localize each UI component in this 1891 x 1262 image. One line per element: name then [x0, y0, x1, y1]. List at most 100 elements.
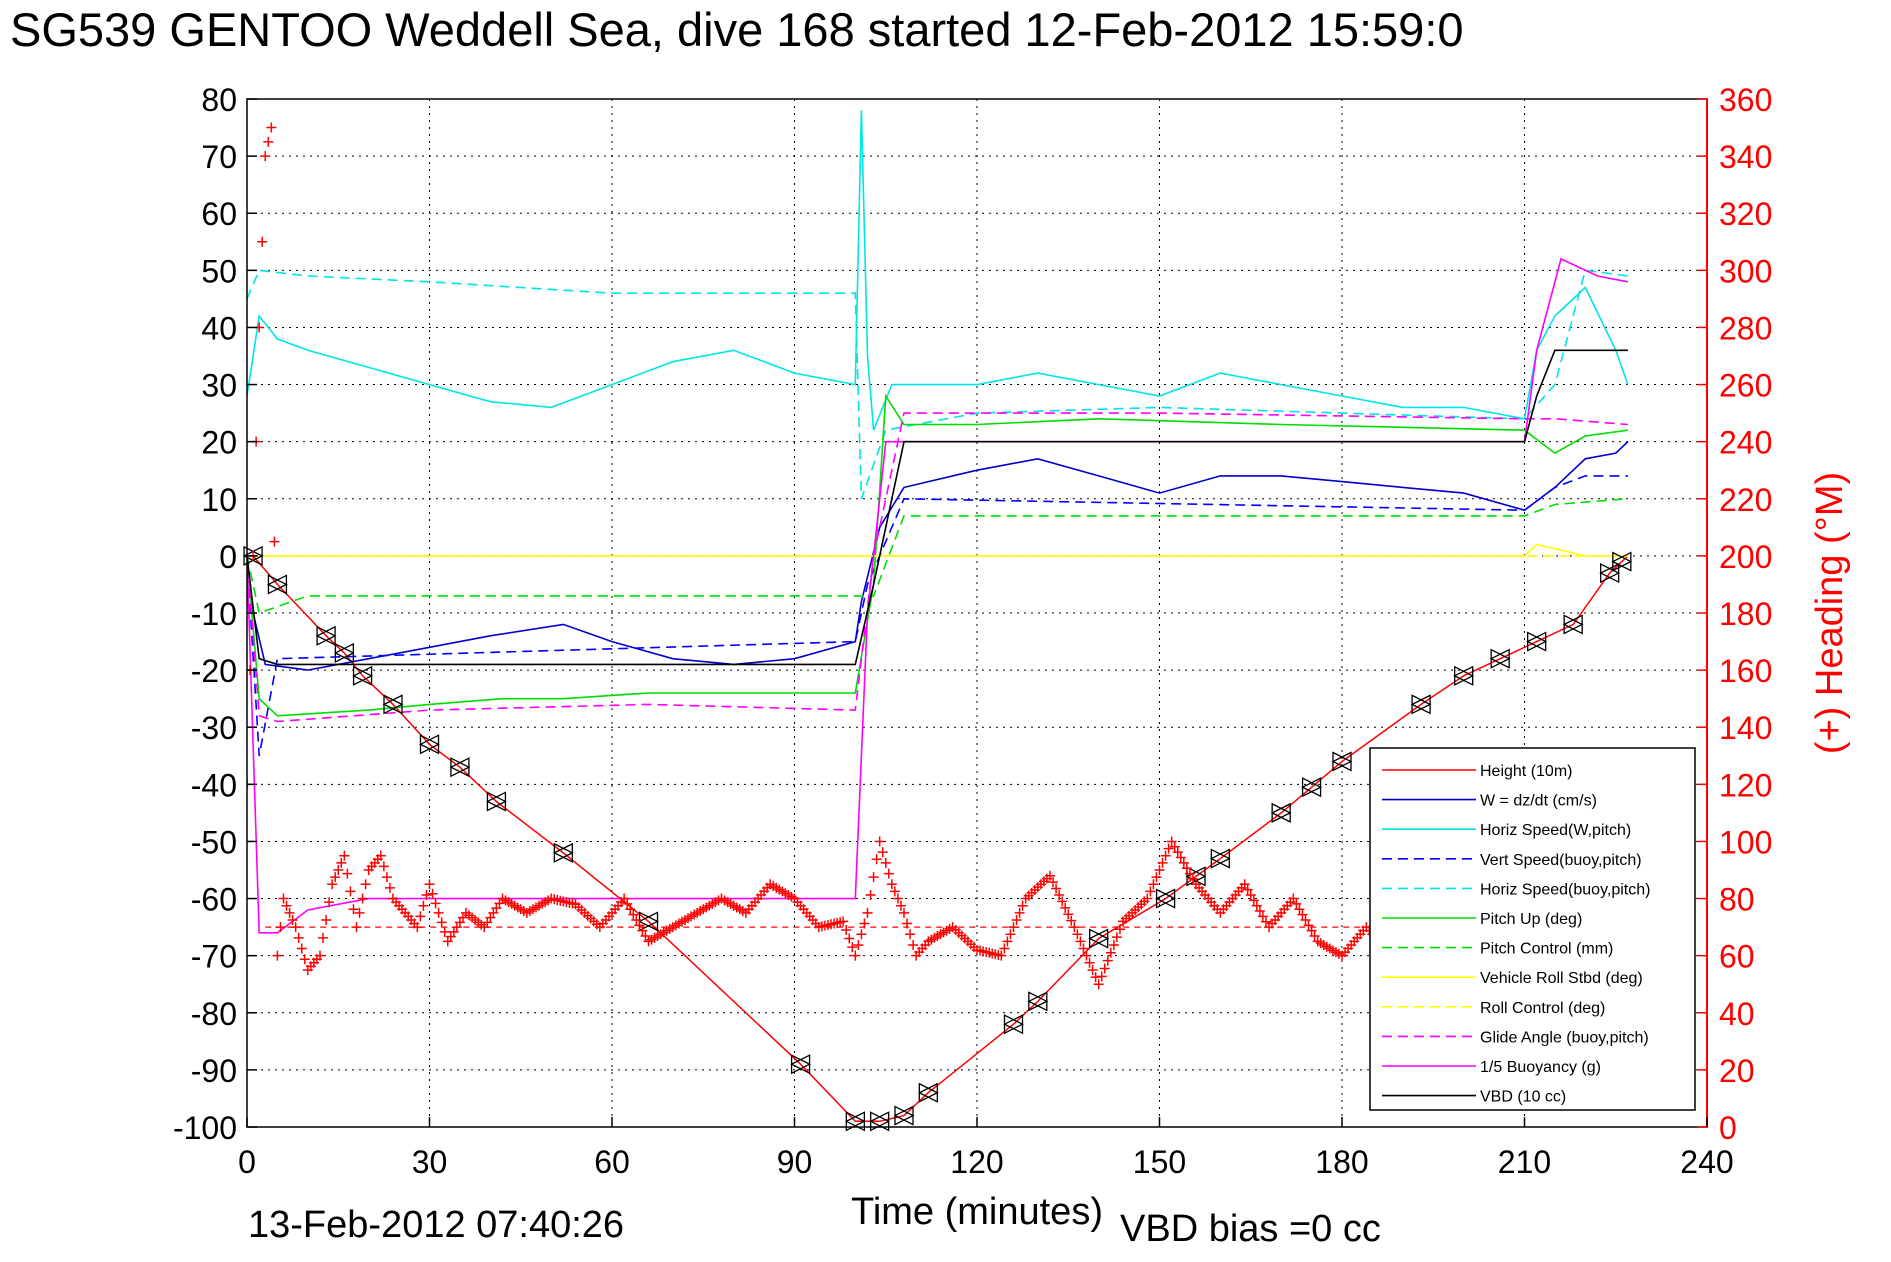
- heading-marker: [272, 950, 283, 961]
- heading-marker: [637, 925, 648, 936]
- heading-marker: [895, 900, 906, 911]
- heading-marker: [1291, 898, 1302, 909]
- height-marker-left: [1599, 562, 1620, 584]
- heading-marker: [883, 868, 894, 879]
- heading-marker: [1002, 936, 1013, 947]
- legend-label: VBD (10 cc): [1480, 1089, 1566, 1106]
- heading-marker: [384, 882, 395, 893]
- heading-marker: [339, 850, 350, 861]
- heading-marker: [1145, 886, 1156, 897]
- height-marker-left: [352, 665, 373, 686]
- heading-marker: [1060, 902, 1071, 913]
- legend-label: Vehicle Roll Stbd (deg): [1480, 970, 1643, 987]
- x-axis-label: Time (minutes): [851, 1191, 1103, 1233]
- heading-marker: [1102, 955, 1113, 966]
- y2-tick-label: 100: [1719, 824, 1772, 860]
- heading-marker: [378, 861, 389, 872]
- heading-marker: [1297, 909, 1308, 920]
- heading-marker: [357, 893, 368, 904]
- legend-label: Pitch Up (deg): [1480, 911, 1582, 928]
- heading-marker: [1294, 904, 1305, 915]
- heading-marker: [1114, 924, 1125, 935]
- heading-marker: [631, 914, 642, 925]
- heading-marker: [868, 872, 879, 883]
- heading-marker: [439, 926, 450, 937]
- heading-marker: [1084, 957, 1095, 968]
- height-marker-left: [315, 625, 336, 646]
- height-marker-left: [1003, 1014, 1024, 1035]
- y2-tick-label: 340: [1719, 139, 1772, 175]
- legend-label: Horiz Speed(W,pitch): [1480, 822, 1631, 839]
- heading-marker: [281, 900, 292, 911]
- heading-marker: [640, 931, 651, 942]
- x-tick-label: 120: [950, 1144, 1003, 1180]
- heading-marker: [1078, 943, 1089, 954]
- heading-marker: [844, 933, 855, 944]
- y-tick-label: 60: [201, 196, 237, 232]
- y-tick-label: 50: [201, 253, 237, 289]
- heading-marker: [427, 888, 438, 899]
- legend-label: Height (10m): [1480, 763, 1572, 780]
- height-marker-left: [333, 642, 354, 664]
- heading-marker: [381, 872, 392, 883]
- y2-axis-label: (+) Heading (°M): [1809, 472, 1851, 754]
- y-tick-label: -70: [191, 939, 237, 975]
- height-marker-left: [1027, 991, 1048, 1012]
- heading-marker: [296, 943, 307, 954]
- heading-marker: [859, 918, 870, 929]
- heading-marker: [333, 865, 344, 875]
- legend-label: Vert Speed(buoy,pitch): [1480, 852, 1642, 869]
- heading-marker: [354, 907, 365, 918]
- height-marker-left: [1410, 694, 1431, 715]
- heading-marker: [1008, 922, 1019, 933]
- heading-marker: [360, 879, 371, 890]
- x-tick-label: 0: [238, 1144, 256, 1180]
- chart-title: SG539 GENTOO Weddell Sea, dive 168 start…: [10, 3, 1464, 56]
- footer-date: 13-Feb-2012 07:40:26: [248, 1204, 625, 1246]
- y-tick-label: -20: [191, 653, 237, 689]
- heading-marker: [260, 151, 271, 162]
- heading-marker: [324, 897, 335, 908]
- legend-label: Horiz Speed(buoy,pitch): [1480, 881, 1650, 898]
- series-line: [247, 475, 1628, 756]
- y2-tick-label: 180: [1719, 596, 1772, 632]
- heading-marker: [865, 889, 876, 900]
- height-marker-left: [266, 574, 288, 595]
- heading-marker: [838, 916, 849, 927]
- heading-marker: [318, 932, 329, 943]
- heading-layer: [247, 122, 1381, 990]
- height-marker-left: [1301, 777, 1322, 798]
- y-tick-label: -50: [191, 824, 237, 860]
- height-marker-left: [382, 694, 403, 715]
- heading-marker: [853, 939, 864, 950]
- heading-marker: [999, 943, 1010, 954]
- y-tick-label: -10: [191, 596, 237, 632]
- y-tick-label: -60: [191, 882, 237, 918]
- heading-marker: [1142, 893, 1153, 904]
- height-marker-left: [1270, 802, 1291, 823]
- y2-tick-label: 320: [1719, 196, 1772, 232]
- heading-marker: [1045, 870, 1055, 881]
- y2-tick-label: 260: [1719, 368, 1772, 404]
- y2-tick-label: 200: [1719, 539, 1772, 575]
- heading-marker: [1239, 879, 1250, 890]
- heading-marker: [1051, 883, 1062, 894]
- y2-tick-label: 240: [1719, 425, 1772, 461]
- legend: Height (10m) W = dz/dt (cm/s) Horiz Speed(…: [1369, 747, 1696, 1111]
- heading-marker: [862, 907, 873, 918]
- height-marker-left: [1526, 631, 1547, 652]
- heading-marker: [348, 904, 359, 915]
- heading-marker: [290, 922, 301, 933]
- height-marker-left: [1209, 848, 1230, 869]
- height-marker-left: [485, 791, 507, 812]
- heading-marker: [327, 879, 338, 890]
- heading-marker: [1303, 920, 1314, 931]
- heading-marker: [1054, 889, 1065, 900]
- y2-tick-label: 140: [1719, 710, 1772, 746]
- heading-marker: [1014, 907, 1025, 918]
- height-marker-left: [1155, 888, 1176, 909]
- x-tick-label: 30: [412, 1144, 448, 1180]
- x-tick-label: 240: [1680, 1144, 1733, 1180]
- heading-marker: [1257, 911, 1268, 922]
